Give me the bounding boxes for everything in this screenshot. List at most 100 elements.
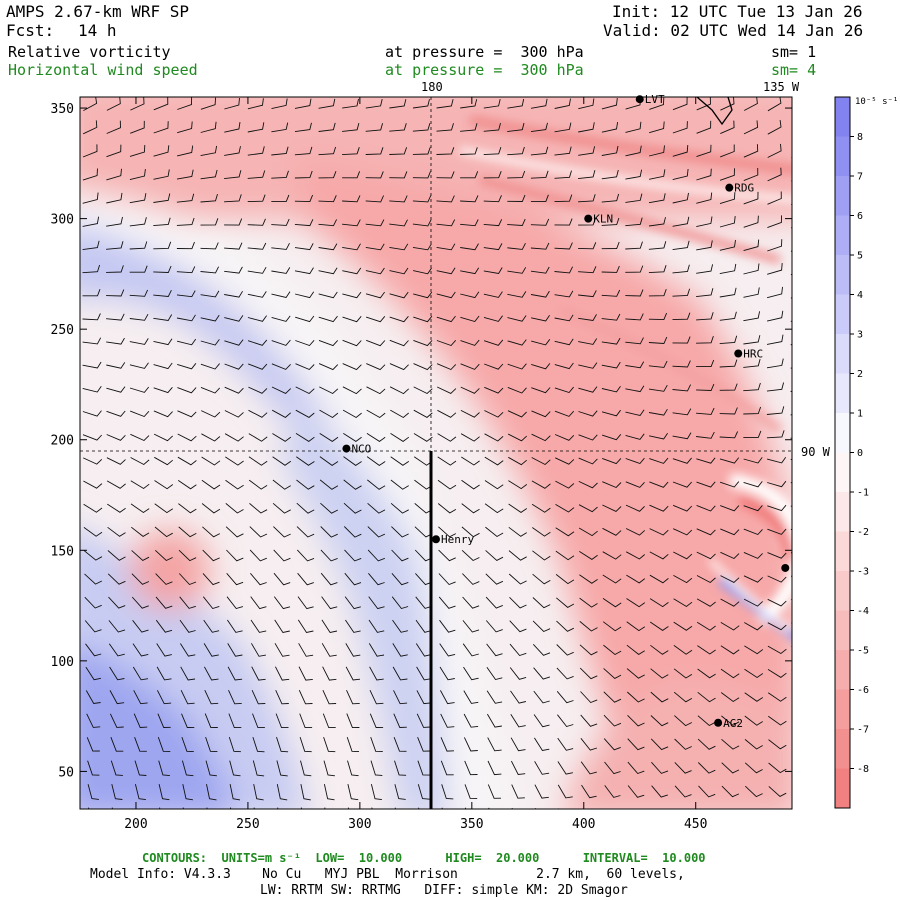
wind-barb [106, 457, 126, 465]
wind-barb [273, 572, 291, 586]
forecast-hour: 14 h [78, 21, 117, 40]
wind-barb [720, 692, 740, 703]
wind-barb [603, 644, 622, 656]
wind-barb [790, 505, 792, 507]
wind-barb [247, 339, 268, 346]
wind-barb [625, 528, 646, 536]
wind-barb [294, 146, 313, 156]
wind-barb [129, 313, 149, 321]
wind-barb [767, 598, 787, 607]
colorbar-label: 5 [857, 251, 863, 262]
wind-barb [625, 241, 643, 250]
wind-barb [271, 170, 289, 179]
wind-barb [371, 807, 373, 809]
wind-barb [460, 219, 479, 227]
wind-barb [176, 241, 195, 250]
wind-barb [625, 265, 644, 273]
wind-barb [201, 479, 221, 490]
wind-barb [203, 643, 219, 657]
wind-barb [649, 457, 669, 464]
wind-barb [154, 456, 173, 466]
wind-barb [532, 620, 551, 633]
wind-barb [721, 762, 740, 774]
wind-barb [394, 784, 406, 800]
station-label: NCO [351, 443, 371, 456]
wind-barb [463, 666, 479, 681]
wind-barb [554, 362, 574, 370]
wind-barb [648, 241, 667, 250]
wind-barb [673, 575, 693, 584]
wind-barb [602, 527, 622, 536]
wind-barb [296, 549, 315, 562]
colorbar-label: -3 [857, 567, 869, 578]
wind-barb [604, 808, 606, 809]
wind-barb [84, 596, 102, 609]
wind-barb [342, 339, 362, 347]
wind-barb [744, 762, 763, 774]
wind-barb [206, 784, 217, 801]
wind-barb [157, 736, 171, 752]
wind-barb [767, 645, 787, 655]
wind-barb [298, 690, 313, 705]
wind-barb [389, 195, 408, 203]
wind-barb [157, 713, 171, 728]
wind-barb [672, 481, 693, 488]
wind-barb [556, 691, 574, 704]
wind-barb [602, 457, 622, 465]
station-dot [725, 183, 734, 192]
wind-barb [130, 480, 150, 490]
wind-barb [533, 714, 550, 728]
wind-barb [178, 526, 197, 538]
wind-barb [510, 690, 527, 704]
wind-barb [696, 192, 713, 204]
wind-barb [440, 737, 455, 752]
wind-barb [412, 195, 432, 203]
wind-barb [487, 737, 502, 752]
wind-barb [626, 668, 645, 679]
wind-barb [790, 320, 792, 322]
wind-barb [578, 480, 598, 489]
wind-barb [271, 363, 291, 370]
wind-barb [721, 785, 740, 798]
wind-barb [202, 596, 220, 610]
wind-barb [557, 737, 574, 751]
field-2-pressure: at pressure = 300 hPa [385, 61, 584, 79]
wind-barb [366, 363, 386, 371]
wind-barb [200, 121, 217, 133]
wind-barb [601, 409, 621, 417]
wind-barb [507, 122, 525, 132]
wind-barb [625, 433, 645, 440]
wind-barb [271, 98, 288, 110]
wind-barb [86, 713, 101, 728]
wind-barb [106, 289, 125, 297]
wind-barb [130, 457, 150, 466]
wind-barb [178, 549, 197, 562]
wind-barb [391, 549, 409, 562]
contours-info: CONTOURS: UNITS=m s⁻¹ LOW= 10.000 HIGH= … [142, 851, 706, 865]
wind-barb [106, 192, 123, 204]
wind-barb [299, 713, 313, 729]
wind-barb [743, 215, 759, 228]
wind-barb [651, 808, 653, 809]
wind-barb [720, 528, 740, 536]
wind-barb [436, 123, 454, 132]
wind-barb [767, 575, 787, 583]
wind-barb [625, 385, 645, 393]
wind-barb [483, 291, 503, 298]
wind-barb [554, 122, 572, 133]
wind-barb [224, 97, 240, 110]
wind-barb [82, 337, 102, 345]
wind-barb [768, 739, 787, 750]
field-2-name: Horizontal wind speed [8, 61, 198, 79]
colorbar-segment [835, 689, 850, 730]
wind-barb [790, 227, 792, 229]
wind-barb [601, 193, 620, 203]
wind-barb [649, 528, 669, 536]
wind-barb [389, 363, 409, 371]
model-info-line-1: Model Info: V4.3.3 No Cu MYJ PBL Morriso… [90, 867, 685, 882]
wind-barb [507, 194, 526, 202]
wind-barb [82, 240, 100, 251]
wind-barb [743, 167, 759, 182]
wind-barb [106, 434, 126, 441]
wind-barb [790, 344, 792, 346]
